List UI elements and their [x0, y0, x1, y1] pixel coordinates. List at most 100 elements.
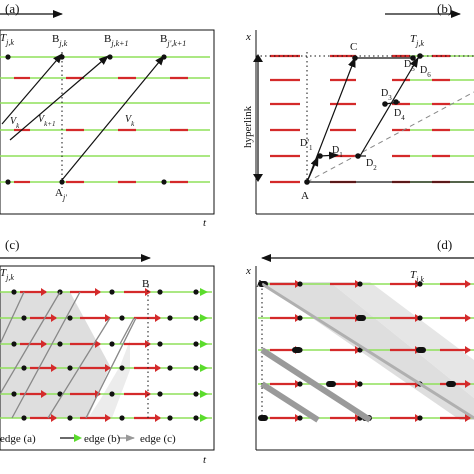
node-cluster [446, 381, 456, 387]
node-dot [5, 179, 11, 185]
node-label: C [350, 41, 357, 53]
node-dot [167, 315, 173, 321]
node-dot [11, 289, 17, 295]
green-arrowhead [200, 340, 208, 348]
red-arrowhead [51, 364, 57, 372]
node-cluster [416, 347, 426, 353]
node-dot [57, 341, 63, 347]
red-arrowhead [465, 280, 471, 288]
node-dot [11, 341, 17, 347]
node-dot [417, 315, 423, 321]
node-dot [193, 341, 199, 347]
node-label: D1 [332, 145, 343, 159]
axis-x-label: x [245, 31, 251, 43]
gray-band [260, 347, 372, 423]
node-label: B [142, 278, 149, 290]
green-arrowhead [200, 390, 208, 398]
node-dot [410, 55, 416, 61]
axis-t-label: t [203, 454, 207, 466]
node-dot [161, 179, 167, 185]
node-dot [193, 315, 199, 321]
node-dot [21, 415, 27, 421]
node-dot [417, 281, 423, 287]
node-dot [21, 365, 27, 371]
node-dot [193, 289, 199, 295]
gray-band [260, 381, 320, 423]
node-label: D5 [404, 59, 415, 73]
node-dot [157, 289, 163, 295]
green-arrowhead [200, 314, 208, 322]
node-dot [5, 54, 11, 60]
period-label: Tj,k [0, 267, 14, 282]
node-dot [193, 415, 199, 421]
panel-c-frame [0, 265, 215, 451]
node-dot [107, 54, 113, 60]
panel-c-diagonals [0, 291, 137, 419]
node-label: A [301, 190, 309, 202]
green-arrowhead [200, 414, 208, 422]
panel-c: edge (a) edge (b) edge (c) (c) Tj,k t B [0, 237, 215, 466]
node-dot [382, 101, 388, 107]
node-dot [193, 365, 199, 371]
node-label: Vk [125, 114, 135, 128]
node-label: D3 [381, 88, 392, 102]
edge-arrow [1, 53, 63, 125]
node-dot [393, 99, 399, 105]
period-label: Tj,k [0, 32, 14, 47]
panel-a: (a) Tj,k t Bj,k Bj,k+1 Bj',k+1 Vk Vk+1 V… [0, 1, 215, 229]
node-dot [59, 179, 65, 185]
edge-arrow [306, 57, 356, 183]
node-dot [157, 341, 163, 347]
red-arrowhead [465, 414, 471, 422]
hyperlink-arrow-up [253, 54, 263, 62]
node-dot [297, 315, 303, 321]
diagonal-edge [119, 317, 135, 345]
node-dot [67, 315, 73, 321]
panel-tag: (c) [5, 237, 19, 252]
panel-a-lanes [0, 54, 210, 185]
red-arrowhead [105, 364, 111, 372]
panel-d-gray-bands [260, 282, 474, 423]
node-cluster [356, 315, 366, 321]
diagonal-edge [0, 291, 25, 345]
panel-a-frame [0, 29, 215, 215]
panel-d: (d) x Tj,k A [245, 237, 474, 451]
panel-d-lanes [258, 280, 474, 422]
legend-label: edge (c) [140, 433, 176, 445]
node-cluster [258, 415, 268, 421]
edge-arrow [359, 57, 419, 157]
node-dot [297, 415, 303, 421]
node-label: D2 [366, 158, 377, 172]
red-arrowhead [465, 314, 471, 322]
diagonal-edge [47, 317, 111, 419]
node-label: Vk+1 [38, 114, 55, 128]
node-label: Bj,k [52, 33, 68, 48]
node-dot [157, 391, 163, 397]
node-label: Aj' [55, 187, 67, 202]
panel-tag: (a) [5, 1, 19, 16]
node-dot [317, 153, 323, 159]
node-label: D4 [394, 108, 405, 122]
period-label: Tj,k [410, 33, 424, 48]
red-arrowhead [95, 340, 101, 348]
red-arrowhead [155, 414, 161, 422]
node-dot [109, 391, 115, 397]
node-dot [167, 365, 173, 371]
node-dot [67, 365, 73, 371]
panel-b-nodes [304, 53, 423, 185]
node-dot [304, 179, 310, 185]
red-arrowhead [95, 288, 101, 296]
hyperlink-arrow-down [253, 174, 263, 182]
red-arrowhead [41, 340, 47, 348]
node-label: Bj,k+1 [104, 33, 129, 48]
node-label: Vk [10, 116, 20, 130]
node-dot [57, 391, 63, 397]
node-label: D6 [420, 65, 431, 79]
panel-c-shade [0, 292, 110, 418]
red-arrowhead [105, 314, 111, 322]
edge-arrow [306, 156, 319, 183]
node-dot [119, 415, 125, 421]
axis-t-label: t [203, 217, 207, 229]
node-label: A [256, 278, 264, 290]
